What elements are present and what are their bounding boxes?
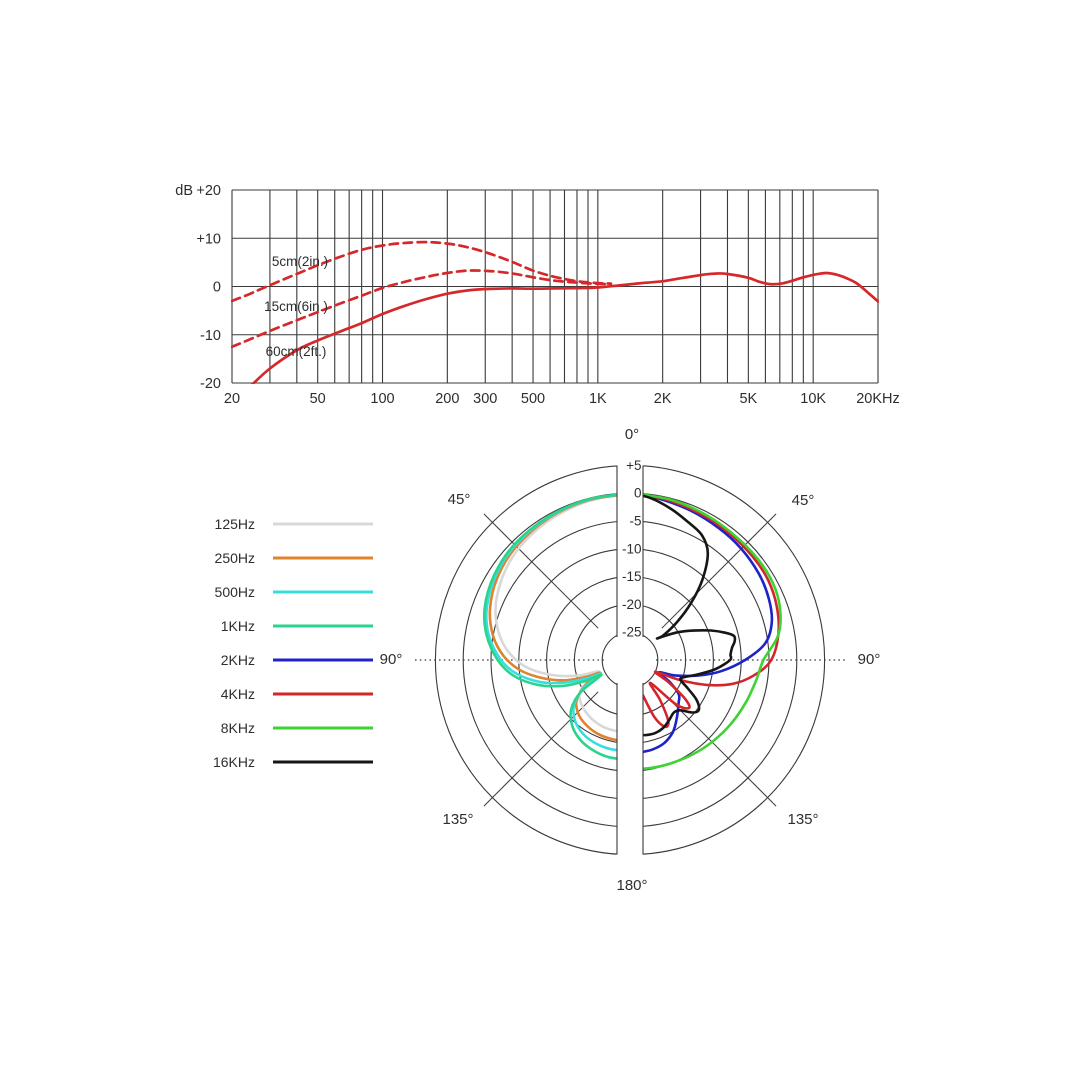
fr-x-tick-label: 500: [521, 391, 545, 407]
polar-radial-line-135: [483, 691, 599, 807]
angle-label-90-right: 90°: [858, 651, 881, 668]
polar-radial-line-45: [483, 513, 599, 629]
polar-angle-labels: 0° 45° 45° 90° 90° 135° 135° 180°: [380, 426, 881, 894]
angle-label-45-left: 45°: [448, 491, 471, 508]
polar-ring-label: -15: [622, 569, 642, 584]
fr-y-tick-label: -20: [200, 376, 221, 392]
polar-curves: [482, 491, 782, 771]
polar-radial-line-45: [661, 513, 777, 629]
polar-curve-1KHz: [482, 491, 632, 761]
polar-legend: 125Hz 250Hz 500Hz 1KHz 2KHz 4KHz 8KHz 16KHz: [213, 516, 373, 770]
polar-ring-label: -20: [622, 597, 642, 612]
polar-ring-label: 0: [634, 486, 642, 501]
fr-x-tick-label: 20: [224, 391, 240, 407]
legend-label-8KHz: 8KHz: [221, 720, 255, 736]
fr-curve-label-15cm: 15cm(6in.): [264, 299, 328, 314]
polar-scale-band: [616, 457, 644, 861]
fr-x-tick-label: 100: [370, 391, 394, 407]
fr-y-tick-label: +10: [196, 231, 221, 247]
legend-label-250Hz: 250Hz: [215, 550, 255, 566]
angle-label-45-right: 45°: [792, 492, 815, 509]
fr-x-tick-label: 1K: [589, 391, 607, 407]
fr-x-tick-label: 2K: [654, 391, 672, 407]
legend-label-1KHz: 1KHz: [221, 618, 255, 634]
fr-x-tick-label: 50: [310, 391, 326, 407]
fr-curve-15cm6in: [231, 269, 613, 349]
fr-x-tick-label: 20KHz: [856, 391, 900, 407]
fr-curves: [231, 240, 879, 384]
fr-y-axis-unit-label: dB: [175, 183, 193, 199]
fr-x-tick-label: 200: [435, 391, 459, 407]
fr-curve-label-60cm: 60cm(2ft.): [266, 344, 327, 359]
polar-pattern-chart: +5 0 -5 -10 -15 -20 -25 0° 45° 45° 90° 90° 135…: [213, 426, 880, 894]
fr-curve-60cm2ft: [250, 271, 879, 384]
fr-y-tick-label: 0: [213, 280, 221, 296]
fr-curve-label-5cm: 5cm(2in.): [272, 254, 328, 269]
polar-curve-4KHz: [628, 491, 781, 731]
legend-label-2KHz: 2KHz: [221, 652, 255, 668]
polar-curve-500Hz: [485, 491, 632, 753]
fr-x-tick-label: 300: [473, 391, 497, 407]
polar-ring-label: -10: [622, 541, 642, 556]
angle-label-180: 180°: [616, 877, 647, 894]
polar-curve-8KHz: [628, 491, 782, 771]
fr-y-tick-label: -10: [200, 328, 221, 344]
legend-label-125Hz: 125Hz: [215, 516, 255, 532]
legend-label-500Hz: 500Hz: [215, 584, 255, 600]
legend-label-16KHz: 16KHz: [213, 754, 255, 770]
polar-scale-overlay: +5 0 -5 -10 -15 -20 -25: [616, 458, 644, 855]
fr-grid: [231, 189, 879, 384]
angle-label-90-left: 90°: [380, 651, 403, 668]
polar-center-mask: [604, 457, 656, 861]
polar-curve-16KHz: [628, 491, 737, 737]
angle-label-0: 0°: [625, 426, 639, 443]
polar-ring-label: -25: [622, 625, 642, 640]
fr-y-tick-label: +20: [196, 183, 221, 199]
polar-ring-label: +5: [626, 458, 641, 473]
polar-ring-label: -5: [629, 514, 641, 529]
angle-label-135-left: 135°: [442, 811, 473, 828]
polar-curve-250Hz: [488, 492, 632, 743]
fr-curve-5cm2in: [231, 240, 613, 303]
polar-curve-125Hz: [494, 493, 632, 734]
fr-x-tick-label: 10K: [800, 391, 826, 407]
angle-label-135-right: 135°: [787, 811, 818, 828]
legend-label-4KHz: 4KHz: [221, 686, 255, 702]
fr-x-tick-label: 5K: [739, 391, 757, 407]
